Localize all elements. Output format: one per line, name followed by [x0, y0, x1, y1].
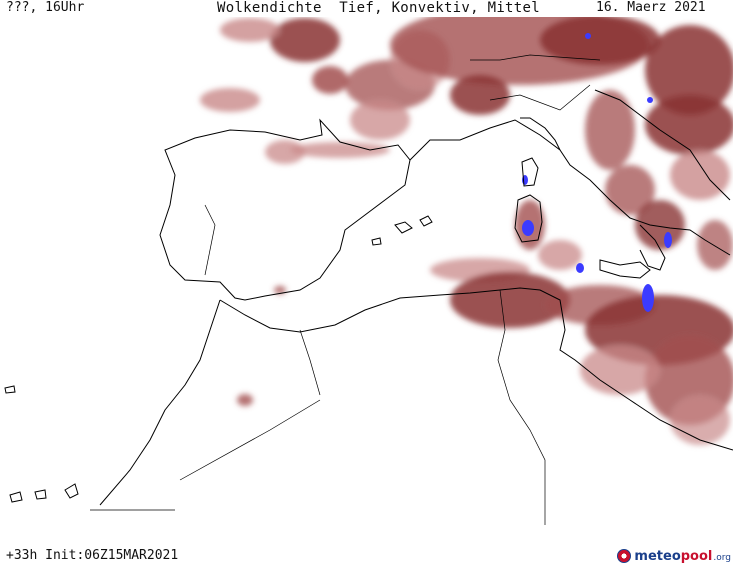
- brand-text-domain: .org: [713, 552, 731, 563]
- meteopool-logo[interactable]: meteo pool .org: [617, 546, 731, 566]
- forecast-date: 16. Maerz 2021: [596, 0, 706, 15]
- coastlines: [4, 89, 733, 506]
- map-title: Wolkendichte Tief, Konvektiv, Mittel: [217, 0, 540, 16]
- forecast-time-label: ???, 16Uhr: [6, 0, 85, 15]
- model-run-info: +33h Init:06Z15MAR2021: [6, 548, 179, 563]
- brand-text-pool: pool: [680, 548, 713, 564]
- cloud-density-map: [4, 17, 733, 525]
- cloud-layer: [200, 17, 733, 445]
- meteopool-logo-icon: [617, 549, 632, 563]
- country-borders: [90, 54, 601, 525]
- brand-text-meteo: meteo: [634, 548, 681, 564]
